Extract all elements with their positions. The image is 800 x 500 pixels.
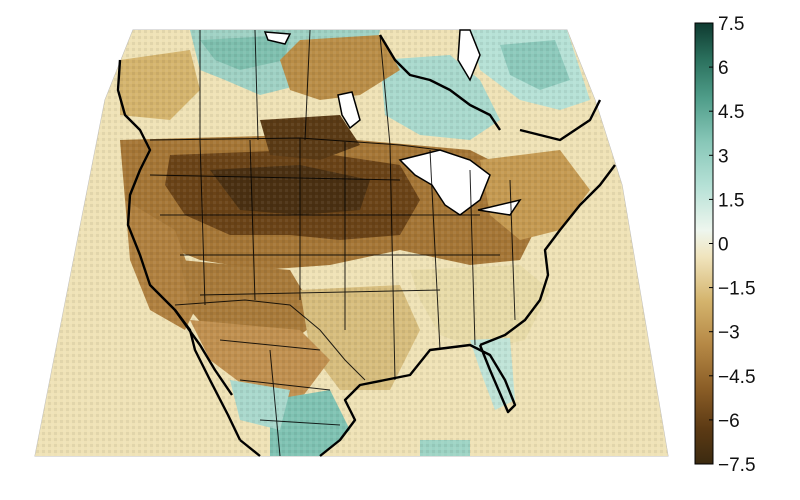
colorbar-tick-label: −6 — [718, 411, 740, 432]
colorbar-tick-label: 0 — [718, 235, 729, 256]
colorbar-ticks: 7.5 6 4.5 3 1.5 0 −1.5 −3 −4.5 −6 −7.5 — [709, 14, 756, 476]
colorbar-tick-label: −7.5 — [718, 455, 756, 476]
colorbar-tick-label: 1.5 — [718, 190, 744, 211]
colorbar: 7.5 6 4.5 3 1.5 0 −1.5 −3 −4.5 −6 −7.5 — [694, 14, 756, 476]
colorbar-tick-label: −1.5 — [718, 279, 756, 300]
water-bodies — [263, 29, 522, 216]
great-slave-lake — [263, 31, 292, 45]
colorbar-tick-label: 4.5 — [718, 102, 744, 123]
colorbar-tick-label: −4.5 — [718, 367, 756, 388]
colorbar-tick-label: 6 — [718, 58, 729, 79]
lake-winnipeg — [337, 91, 361, 130]
coastlines — [116, 34, 616, 457]
hudson-bay — [457, 29, 481, 82]
colorbar-tick-label: −3 — [718, 323, 740, 344]
colorbar-tick-label: 3 — [718, 146, 729, 167]
colorbar-tick-label: 7.5 — [718, 14, 744, 35]
political-boundaries — [149, 29, 516, 457]
lake-erie-ontario — [477, 198, 522, 216]
great-lakes — [398, 149, 491, 216]
